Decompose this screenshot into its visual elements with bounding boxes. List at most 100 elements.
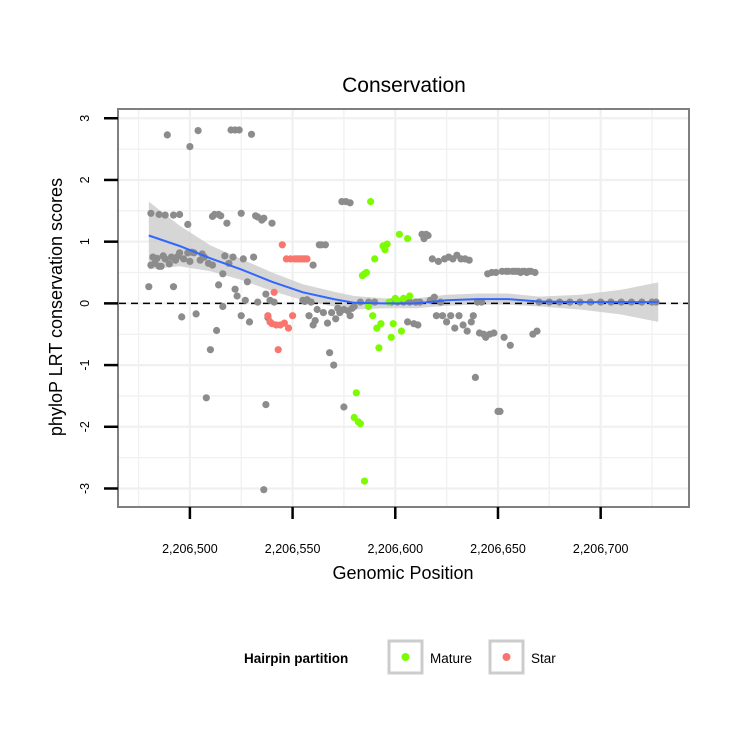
data-point-other <box>147 209 155 217</box>
data-point-other <box>241 296 249 304</box>
data-point-mature <box>377 320 385 328</box>
data-point-other <box>176 210 184 219</box>
data-point-other <box>208 261 217 269</box>
data-point-other <box>531 268 539 277</box>
data-point-other <box>223 219 231 227</box>
y-tick-label: 1 <box>78 238 92 245</box>
data-point-other <box>326 349 334 357</box>
series-mature <box>350 198 414 485</box>
data-point-other <box>229 253 237 261</box>
x-tick-label: 2,206,500 <box>162 542 218 556</box>
data-point-mature <box>381 246 389 254</box>
data-point-other <box>330 361 338 369</box>
y-tick-label: -3 <box>78 483 92 494</box>
data-point-star <box>280 319 288 327</box>
data-point-mature <box>406 292 414 300</box>
data-point-other <box>186 257 194 265</box>
legend-key-mature <box>387 639 424 675</box>
legend: Hairpin partition Mature Star <box>244 639 556 675</box>
data-point-other <box>332 315 340 323</box>
data-point-other <box>463 327 471 335</box>
data-point-mature <box>375 344 383 352</box>
data-point-mature <box>365 302 373 311</box>
data-point-other <box>184 220 192 228</box>
data-point-star <box>289 312 297 320</box>
data-point-other <box>165 260 173 268</box>
data-point-other <box>270 298 278 306</box>
data-point-other <box>430 293 438 301</box>
data-point-other <box>447 312 455 320</box>
data-point-other <box>471 373 479 381</box>
data-point-other <box>192 310 200 318</box>
data-point-mature <box>395 230 403 238</box>
data-point-other <box>434 257 442 265</box>
data-point-mature <box>367 198 375 206</box>
data-point-other <box>307 298 315 306</box>
data-point-other <box>254 298 262 306</box>
y-tick-label: -2 <box>78 421 92 432</box>
data-point-other <box>245 318 254 326</box>
data-point-other <box>239 255 247 263</box>
legend-swatch-mature <box>401 653 410 661</box>
series-other <box>145 126 660 494</box>
data-point-other <box>496 407 504 415</box>
x-tick-label: 2,206,550 <box>265 542 321 556</box>
data-point-other <box>194 127 202 135</box>
data-point-other <box>215 281 223 289</box>
data-point-mature <box>352 389 360 397</box>
data-point-other <box>219 302 227 311</box>
data-point-mature <box>404 235 412 243</box>
data-point-other <box>262 290 270 298</box>
y-axis: -3 -2 -1 0 1 2 3 <box>78 115 118 494</box>
x-tick-label: 2,206,600 <box>367 542 423 556</box>
data-point-other <box>340 403 348 411</box>
data-point-other <box>178 313 186 321</box>
data-point-other <box>262 401 270 409</box>
data-point-other <box>153 254 161 262</box>
data-point-other <box>161 211 169 219</box>
data-point-mature <box>369 312 377 320</box>
data-point-other <box>231 285 239 293</box>
y-tick-label: -1 <box>78 359 92 370</box>
y-tick-label: 0 <box>78 300 92 307</box>
y-tick-label: 2 <box>78 176 92 183</box>
data-point-other <box>305 312 313 320</box>
data-point-other <box>163 131 171 139</box>
x-axis: 2,206,500 2,206,550 2,206,600 2,206,650 2,20… <box>162 507 629 556</box>
data-points <box>145 126 660 494</box>
data-point-mature <box>393 296 401 304</box>
data-point-other <box>221 252 229 260</box>
series-star <box>264 241 311 354</box>
data-point-other <box>443 318 451 326</box>
data-point-other <box>346 312 354 320</box>
data-point-other <box>506 341 514 349</box>
legend-swatch-star <box>502 653 511 661</box>
plot-panel <box>117 108 690 508</box>
data-point-mature <box>387 333 395 341</box>
x-tick-label: 2,206,650 <box>470 542 526 556</box>
x-axis-title: Genomic Position <box>332 563 473 583</box>
data-point-other <box>186 143 194 151</box>
data-point-star <box>278 241 286 249</box>
data-point-other <box>243 278 251 286</box>
data-point-star <box>303 255 311 263</box>
data-point-other <box>319 309 327 317</box>
data-point-other <box>533 327 541 335</box>
data-point-other <box>260 214 268 222</box>
data-point-other <box>155 210 163 219</box>
legend-key-star <box>488 639 525 675</box>
data-point-other <box>219 270 227 278</box>
data-point-other <box>169 283 178 291</box>
data-point-other <box>202 394 210 402</box>
data-point-other <box>309 261 317 269</box>
data-point-other <box>247 130 256 138</box>
legend-label-star: Star <box>531 651 556 666</box>
data-point-other <box>328 309 336 317</box>
data-point-other <box>169 211 178 219</box>
data-point-other <box>469 312 477 320</box>
data-point-mature <box>383 240 391 248</box>
data-point-other <box>268 219 276 227</box>
data-point-other <box>235 126 243 134</box>
data-point-mature <box>389 320 397 328</box>
data-point-other <box>233 292 241 300</box>
